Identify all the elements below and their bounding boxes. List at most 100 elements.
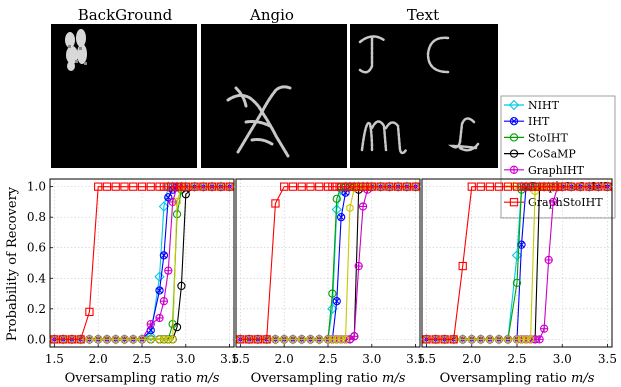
data-point (535, 182, 544, 191)
data-point (146, 319, 155, 329)
image-text (350, 24, 498, 168)
data-point (431, 335, 440, 344)
data-point (181, 182, 190, 191)
data-point (549, 197, 558, 207)
data-point (155, 286, 164, 295)
grid (236, 179, 420, 347)
data-point (129, 335, 137, 344)
data-point (449, 335, 458, 344)
data-point (603, 182, 612, 191)
x-tick-label: 3.0 (553, 352, 572, 366)
series-graphstoiht (236, 182, 420, 344)
data-point (271, 199, 280, 208)
data-point (154, 271, 165, 282)
data-point (535, 335, 544, 344)
data-point (164, 266, 173, 275)
legend-item: NIHT (504, 99, 560, 112)
data-point (467, 182, 476, 191)
data-point (163, 181, 174, 192)
y-tick-label: 0.4 (27, 271, 46, 285)
x-tick-label: 3.5 (220, 352, 239, 366)
data-point (468, 335, 476, 344)
x-tick-label: 1.5 (231, 352, 250, 366)
data-point (567, 182, 576, 191)
data-point (67, 335, 77, 344)
data-point (155, 313, 164, 323)
data-point (367, 182, 376, 191)
x-tick-label: 3.5 (406, 352, 425, 366)
y-axis-label: Probability of Recovery (5, 186, 20, 341)
data-point (164, 182, 173, 191)
data-point (50, 335, 59, 344)
legend-item: StoIHT (504, 131, 569, 144)
data-point (280, 335, 288, 344)
data-point (328, 335, 337, 344)
data-point (298, 335, 306, 344)
data-point (544, 255, 553, 265)
legend-item: IHT (504, 115, 550, 128)
data-point (129, 182, 138, 191)
data-point (517, 335, 526, 344)
data-point (331, 204, 342, 215)
data-point (440, 335, 449, 344)
data-point (199, 182, 208, 191)
data-point (328, 289, 337, 298)
legend-marker (510, 181, 518, 191)
y-tick-label: 1.0 (27, 180, 46, 194)
data-point (306, 182, 315, 191)
data-point (345, 182, 355, 191)
x-tick-label: 3.0 (362, 352, 381, 366)
x-axis-label: Oversampling ratio m/s (251, 371, 406, 386)
data-point (337, 335, 345, 344)
series-line (54, 186, 230, 340)
data-point (315, 335, 323, 344)
data-point (512, 278, 522, 288)
legend: NIHTIHTStoIHTCoSaMPGraphIHTGraphCoSaMPGr… (500, 95, 616, 219)
data-point (120, 335, 129, 344)
x-tick-label: 2.0 (462, 352, 481, 366)
data-point (137, 182, 147, 191)
data-point (155, 335, 164, 344)
legend-marker (508, 99, 520, 111)
data-point (503, 182, 513, 191)
data-point (393, 182, 403, 191)
data-point (530, 182, 540, 191)
data-point (358, 182, 368, 191)
x-axis-label: Oversampling ratio m/s (440, 371, 595, 386)
data-point (288, 182, 298, 191)
data-point (159, 182, 169, 191)
data-point (539, 324, 549, 333)
data-point (102, 182, 112, 191)
x-tick-label: 2.0 (275, 352, 294, 366)
legend-marker (509, 117, 519, 126)
data-point (517, 182, 526, 191)
data-point (169, 335, 177, 344)
legend-marker (509, 149, 519, 158)
legend-label: CoSaMP (528, 148, 576, 161)
legend-label: NIHT (528, 99, 560, 112)
data-point (504, 335, 512, 344)
data-point (328, 182, 337, 191)
x-tick-label: 2.5 (318, 352, 337, 366)
data-point (216, 182, 226, 191)
legend-marker (509, 165, 519, 174)
panel-title-background: BackGround (78, 6, 173, 24)
data-point (553, 182, 562, 191)
data-point (297, 182, 306, 191)
series-graphstoiht (422, 182, 612, 344)
data-point (236, 335, 245, 344)
data-point (512, 182, 522, 191)
legend-label: GraphStoIHT (528, 196, 603, 209)
data-point (164, 335, 172, 344)
data-point (459, 335, 467, 344)
data-point (336, 213, 346, 222)
data-point (168, 197, 177, 207)
data-point (363, 182, 372, 191)
data-point (486, 335, 494, 344)
data-point (495, 335, 503, 344)
data-point (458, 261, 467, 271)
data-point (594, 182, 603, 191)
